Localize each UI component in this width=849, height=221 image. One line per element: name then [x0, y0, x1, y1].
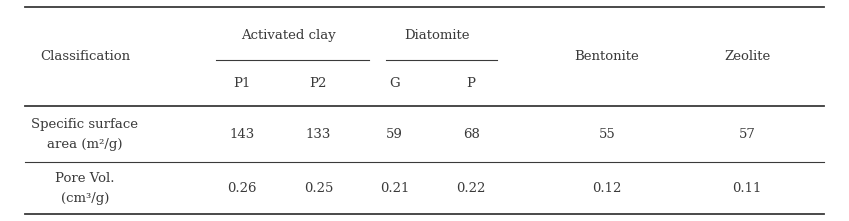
- Text: 0.21: 0.21: [380, 182, 409, 195]
- Text: Diatomite: Diatomite: [404, 29, 470, 42]
- Text: P1: P1: [233, 78, 250, 90]
- Text: (cm³/g): (cm³/g): [61, 192, 109, 205]
- Text: 143: 143: [229, 128, 255, 141]
- Text: G: G: [390, 78, 400, 90]
- Text: Bentonite: Bentonite: [575, 50, 639, 63]
- Text: 0.11: 0.11: [733, 182, 762, 195]
- Text: 0.26: 0.26: [228, 182, 256, 195]
- Text: P2: P2: [310, 78, 327, 90]
- Text: 0.25: 0.25: [304, 182, 333, 195]
- Text: 68: 68: [463, 128, 480, 141]
- Text: Activated clay: Activated clay: [241, 29, 336, 42]
- Text: Classification: Classification: [40, 50, 130, 63]
- Text: 0.12: 0.12: [593, 182, 621, 195]
- Text: 57: 57: [739, 128, 756, 141]
- Text: Zeolite: Zeolite: [724, 50, 770, 63]
- Text: 59: 59: [386, 128, 403, 141]
- Text: area (m²/g): area (m²/g): [48, 138, 122, 151]
- Text: 133: 133: [306, 128, 331, 141]
- Text: Specific surface: Specific surface: [31, 118, 138, 131]
- Text: 0.22: 0.22: [457, 182, 486, 195]
- Text: 55: 55: [599, 128, 616, 141]
- Text: Pore Vol.: Pore Vol.: [55, 172, 115, 185]
- Text: P: P: [467, 78, 475, 90]
